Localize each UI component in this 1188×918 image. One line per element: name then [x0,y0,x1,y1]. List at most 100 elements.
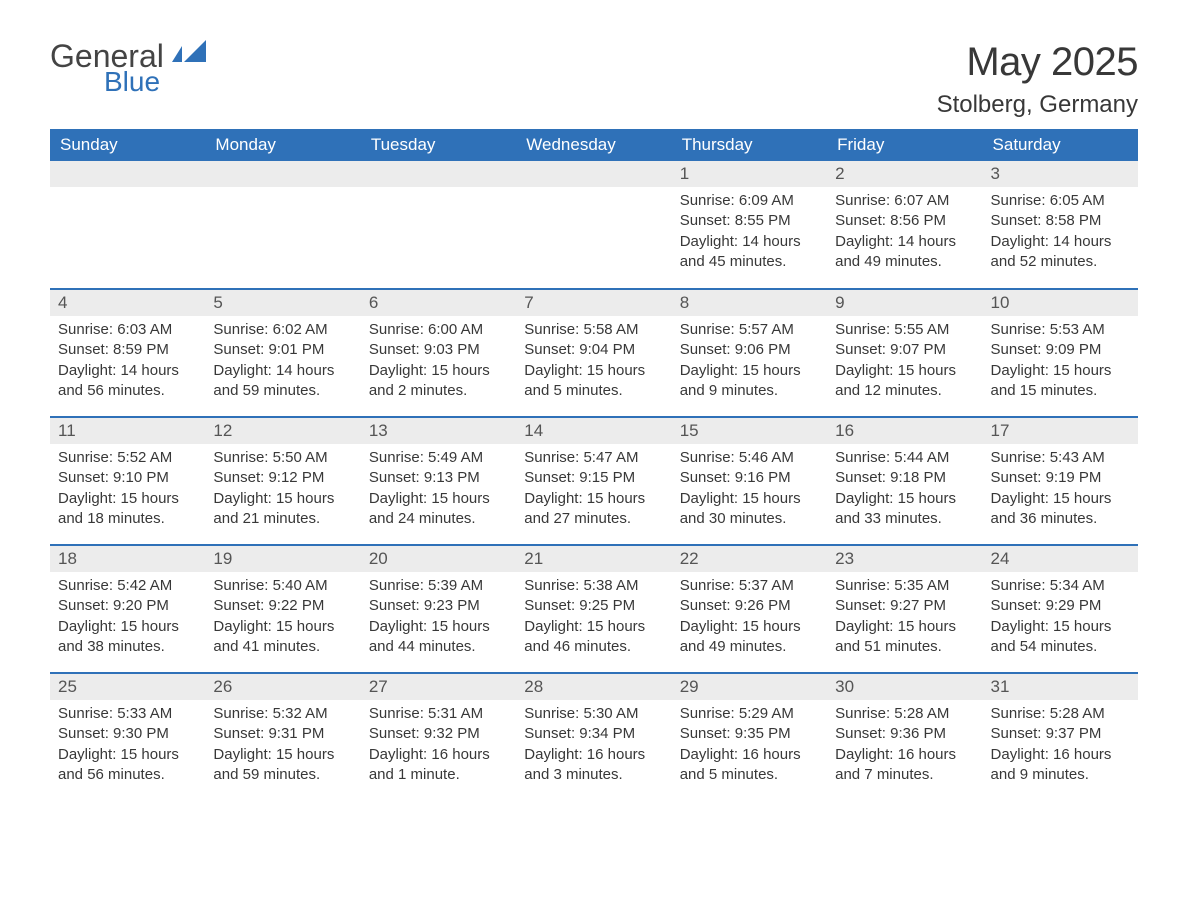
sunset-line: Sunset: 8:55 PM [680,211,819,231]
calendar-cell: 30Sunrise: 5:28 AMSunset: 9:36 PMDayligh… [827,673,982,801]
daylight-line: Daylight: 15 hours and 49 minutes. [680,617,819,658]
weekday-header: Wednesday [516,129,671,161]
day-content: Sunrise: 6:09 AMSunset: 8:55 PMDaylight:… [672,187,827,278]
day-content: Sunrise: 5:57 AMSunset: 9:06 PMDaylight:… [672,316,827,407]
sunset-line: Sunset: 9:15 PM [524,468,663,488]
sunrise-line: Sunrise: 5:33 AM [58,704,197,724]
sunrise-line: Sunrise: 5:38 AM [524,576,663,596]
calendar-cell: 13Sunrise: 5:49 AMSunset: 9:13 PMDayligh… [361,417,516,545]
day-number: 9 [827,290,982,316]
sunrise-line: Sunrise: 5:34 AM [991,576,1130,596]
sunset-line: Sunset: 8:59 PM [58,340,197,360]
day-content: Sunrise: 5:55 AMSunset: 9:07 PMDaylight:… [827,316,982,407]
sunset-line: Sunset: 9:22 PM [213,596,352,616]
sunrise-line: Sunrise: 5:49 AM [369,448,508,468]
location-label: Stolberg, Germany [937,91,1138,119]
weekday-header: Saturday [983,129,1138,161]
sunset-line: Sunset: 9:25 PM [524,596,663,616]
daylight-line: Daylight: 15 hours and 24 minutes. [369,489,508,530]
sunrise-line: Sunrise: 6:03 AM [58,320,197,340]
sunset-line: Sunset: 9:37 PM [991,724,1130,744]
calendar-cell: 26Sunrise: 5:32 AMSunset: 9:31 PMDayligh… [205,673,360,801]
day-number: 12 [205,418,360,444]
calendar-cell: 6Sunrise: 6:00 AMSunset: 9:03 PMDaylight… [361,289,516,417]
day-content: Sunrise: 5:29 AMSunset: 9:35 PMDaylight:… [672,700,827,791]
sunrise-line: Sunrise: 5:57 AM [680,320,819,340]
calendar-cell: 11Sunrise: 5:52 AMSunset: 9:10 PMDayligh… [50,417,205,545]
sunrise-line: Sunrise: 6:02 AM [213,320,352,340]
daylight-line: Daylight: 14 hours and 45 minutes. [680,232,819,273]
day-content: Sunrise: 6:02 AMSunset: 9:01 PMDaylight:… [205,316,360,407]
calendar-cell [205,161,360,289]
day-content: Sunrise: 5:47 AMSunset: 9:15 PMDaylight:… [516,444,671,535]
day-number: 2 [827,161,982,187]
day-content: Sunrise: 5:49 AMSunset: 9:13 PMDaylight:… [361,444,516,535]
day-content: Sunrise: 5:35 AMSunset: 9:27 PMDaylight:… [827,572,982,663]
day-number: 30 [827,674,982,700]
daylight-line: Daylight: 15 hours and 51 minutes. [835,617,974,658]
day-number: 24 [983,546,1138,572]
calendar-cell: 4Sunrise: 6:03 AMSunset: 8:59 PMDaylight… [50,289,205,417]
sunset-line: Sunset: 8:58 PM [991,211,1130,231]
day-number: 31 [983,674,1138,700]
day-content: Sunrise: 6:03 AMSunset: 8:59 PMDaylight:… [50,316,205,407]
day-content: Sunrise: 5:32 AMSunset: 9:31 PMDaylight:… [205,700,360,791]
day-number: 16 [827,418,982,444]
calendar-cell: 12Sunrise: 5:50 AMSunset: 9:12 PMDayligh… [205,417,360,545]
sunset-line: Sunset: 9:32 PM [369,724,508,744]
calendar-cell: 29Sunrise: 5:29 AMSunset: 9:35 PMDayligh… [672,673,827,801]
calendar-cell: 8Sunrise: 5:57 AMSunset: 9:06 PMDaylight… [672,289,827,417]
sunrise-line: Sunrise: 5:35 AM [835,576,974,596]
calendar-cell: 20Sunrise: 5:39 AMSunset: 9:23 PMDayligh… [361,545,516,673]
sunrise-line: Sunrise: 5:53 AM [991,320,1130,340]
sunset-line: Sunset: 9:04 PM [524,340,663,360]
day-number-empty [205,161,360,187]
day-content: Sunrise: 5:58 AMSunset: 9:04 PMDaylight:… [516,316,671,407]
calendar-cell: 3Sunrise: 6:05 AMSunset: 8:58 PMDaylight… [983,161,1138,289]
calendar-cell: 24Sunrise: 5:34 AMSunset: 9:29 PMDayligh… [983,545,1138,673]
daylight-line: Daylight: 15 hours and 30 minutes. [680,489,819,530]
sunset-line: Sunset: 9:36 PM [835,724,974,744]
brand-logo: General Blue [50,40,206,96]
day-number: 4 [50,290,205,316]
daylight-line: Daylight: 15 hours and 56 minutes. [58,745,197,786]
day-content: Sunrise: 5:46 AMSunset: 9:16 PMDaylight:… [672,444,827,535]
day-number-empty [50,161,205,187]
daylight-line: Daylight: 15 hours and 5 minutes. [524,361,663,402]
day-number-empty [361,161,516,187]
logo-flag-icon [172,40,206,66]
day-content: Sunrise: 5:53 AMSunset: 9:09 PMDaylight:… [983,316,1138,407]
sunset-line: Sunset: 9:20 PM [58,596,197,616]
daylight-line: Daylight: 16 hours and 3 minutes. [524,745,663,786]
daylight-line: Daylight: 16 hours and 5 minutes. [680,745,819,786]
sunrise-line: Sunrise: 5:58 AM [524,320,663,340]
calendar-cell: 19Sunrise: 5:40 AMSunset: 9:22 PMDayligh… [205,545,360,673]
calendar-row: 4Sunrise: 6:03 AMSunset: 8:59 PMDaylight… [50,289,1138,417]
month-title: May 2025 [937,40,1138,85]
sunset-line: Sunset: 9:35 PM [680,724,819,744]
calendar-cell: 14Sunrise: 5:47 AMSunset: 9:15 PMDayligh… [516,417,671,545]
daylight-line: Daylight: 15 hours and 15 minutes. [991,361,1130,402]
daylight-line: Daylight: 15 hours and 12 minutes. [835,361,974,402]
weekday-header: Monday [205,129,360,161]
day-number: 23 [827,546,982,572]
sunrise-line: Sunrise: 5:52 AM [58,448,197,468]
daylight-line: Daylight: 16 hours and 7 minutes. [835,745,974,786]
calendar-row: 18Sunrise: 5:42 AMSunset: 9:20 PMDayligh… [50,545,1138,673]
calendar-cell: 15Sunrise: 5:46 AMSunset: 9:16 PMDayligh… [672,417,827,545]
sunrise-line: Sunrise: 5:29 AM [680,704,819,724]
day-content: Sunrise: 5:42 AMSunset: 9:20 PMDaylight:… [50,572,205,663]
sunrise-line: Sunrise: 5:42 AM [58,576,197,596]
sunset-line: Sunset: 9:01 PM [213,340,352,360]
day-content: Sunrise: 5:34 AMSunset: 9:29 PMDaylight:… [983,572,1138,663]
weekday-header: Thursday [672,129,827,161]
sunset-line: Sunset: 9:31 PM [213,724,352,744]
day-content: Sunrise: 5:38 AMSunset: 9:25 PMDaylight:… [516,572,671,663]
day-content: Sunrise: 5:28 AMSunset: 9:37 PMDaylight:… [983,700,1138,791]
daylight-line: Daylight: 14 hours and 56 minutes. [58,361,197,402]
calendar-cell: 5Sunrise: 6:02 AMSunset: 9:01 PMDaylight… [205,289,360,417]
day-content: Sunrise: 5:30 AMSunset: 9:34 PMDaylight:… [516,700,671,791]
weekday-header: Friday [827,129,982,161]
day-number: 6 [361,290,516,316]
daylight-line: Daylight: 15 hours and 54 minutes. [991,617,1130,658]
